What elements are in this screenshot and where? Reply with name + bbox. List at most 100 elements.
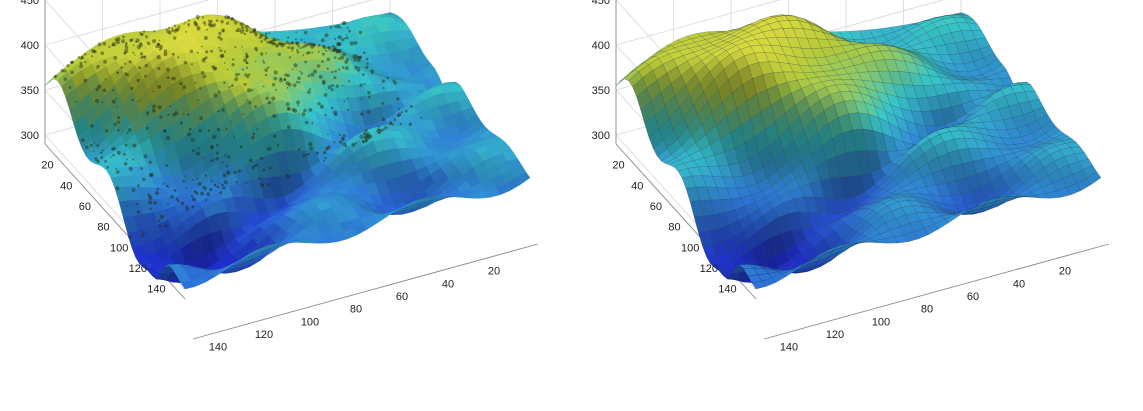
surface	[44, 12, 531, 290]
texture-dot	[91, 49, 96, 54]
texture-dot	[321, 60, 324, 63]
texture-dot	[295, 38, 297, 41]
texture-dot	[283, 77, 287, 81]
surface-patch	[812, 250, 828, 260]
texture-dot	[353, 57, 357, 61]
texture-dot	[344, 60, 349, 64]
texture-dot	[93, 50, 97, 54]
texture-dot	[165, 163, 169, 167]
texture-dot	[93, 142, 96, 145]
texture-dot	[191, 149, 195, 153]
texture-dot	[224, 15, 229, 19]
texture-dot	[124, 43, 128, 47]
texture-dot	[152, 90, 155, 92]
texture-dot	[104, 78, 107, 81]
texture-dot	[212, 135, 217, 139]
texture-dot	[343, 100, 346, 102]
texture-dot	[144, 64, 148, 68]
texture-dot	[296, 50, 300, 54]
texture-dot	[245, 61, 249, 65]
texture-dot	[183, 60, 188, 65]
texture-dot	[252, 30, 256, 34]
texture-dot	[176, 27, 180, 31]
texture-dot	[363, 136, 367, 140]
texture-dot	[320, 38, 325, 43]
texture-dot	[131, 188, 136, 193]
texture-dot	[331, 48, 335, 52]
texture-dot	[158, 224, 162, 228]
surface-plot-right: 300 350 400 450 20 40 60 80 100 120 140 20 40 60 80 100…	[571, 0, 1143, 411]
texture-dot	[170, 77, 173, 80]
texture-dot	[116, 128, 120, 132]
texture-dot	[235, 73, 239, 77]
texture-dot	[187, 24, 190, 27]
texture-dot	[187, 113, 190, 116]
texture-dot	[143, 55, 147, 59]
texture-dot	[355, 142, 357, 145]
texture-dot	[187, 132, 192, 137]
texture-dot	[123, 152, 126, 156]
texture-dot	[308, 88, 312, 91]
texture-dot	[125, 42, 128, 45]
texture-dot	[239, 145, 243, 149]
texture-dot	[357, 68, 361, 72]
texture-dot	[241, 46, 243, 48]
texture-dot	[124, 51, 127, 54]
texture-dot	[159, 214, 164, 219]
texture-dot	[135, 203, 139, 206]
texture-dot	[185, 206, 190, 211]
texture-dot	[100, 151, 103, 155]
texture-dot	[268, 40, 273, 45]
texture-dot	[242, 113, 245, 115]
texture-dot	[145, 126, 149, 130]
texture-dot	[197, 181, 202, 186]
texture-dot	[173, 189, 177, 192]
texture-dot	[115, 40, 120, 45]
texture-dot	[126, 205, 128, 208]
texture-dot	[117, 115, 121, 120]
x-tick-label: 20	[488, 266, 500, 278]
texture-dot	[149, 172, 154, 177]
texture-dot	[245, 55, 249, 59]
texture-dot	[298, 81, 301, 84]
surface-patch	[1066, 182, 1082, 196]
texture-dot	[200, 191, 205, 196]
texture-dot	[222, 30, 225, 33]
texture-dot	[366, 110, 370, 114]
texture-dot	[149, 207, 152, 211]
texture-dot	[70, 61, 73, 64]
texture-dot	[223, 180, 228, 185]
texture-dot	[197, 147, 200, 150]
texture-dot	[252, 132, 256, 136]
texture-dot	[70, 60, 74, 64]
texture-dot	[210, 180, 213, 183]
texture-dot	[277, 38, 280, 41]
texture-dot	[156, 55, 161, 60]
texture-dot	[286, 73, 290, 78]
texture-dot	[245, 181, 248, 184]
texture-dot	[225, 164, 229, 168]
texture-dot	[311, 51, 314, 54]
texture-dot	[255, 49, 258, 52]
texture-dot	[219, 37, 223, 41]
texture-dot	[304, 44, 308, 48]
texture-dot	[308, 142, 313, 147]
texture-dot	[122, 35, 125, 39]
texture-dot	[169, 105, 172, 108]
texture-dot	[226, 170, 231, 175]
texture-dot	[192, 179, 194, 182]
surface-plot-left-svg: 3003504004502040608010012014020406080100…	[21, 0, 539, 354]
texture-dot	[255, 163, 259, 167]
texture-dot	[206, 192, 211, 197]
texture-dot	[246, 75, 249, 79]
texture-dot	[202, 74, 207, 79]
texture-dot	[326, 145, 331, 150]
texture-dot	[325, 49, 328, 52]
texture-dot	[267, 183, 271, 187]
texture-dot	[316, 64, 321, 68]
texture-dot	[220, 53, 225, 58]
z-tick-label: 450	[21, 0, 39, 7]
texture-dot	[335, 84, 339, 88]
texture-dot	[312, 43, 316, 47]
texture-dot	[213, 93, 218, 98]
